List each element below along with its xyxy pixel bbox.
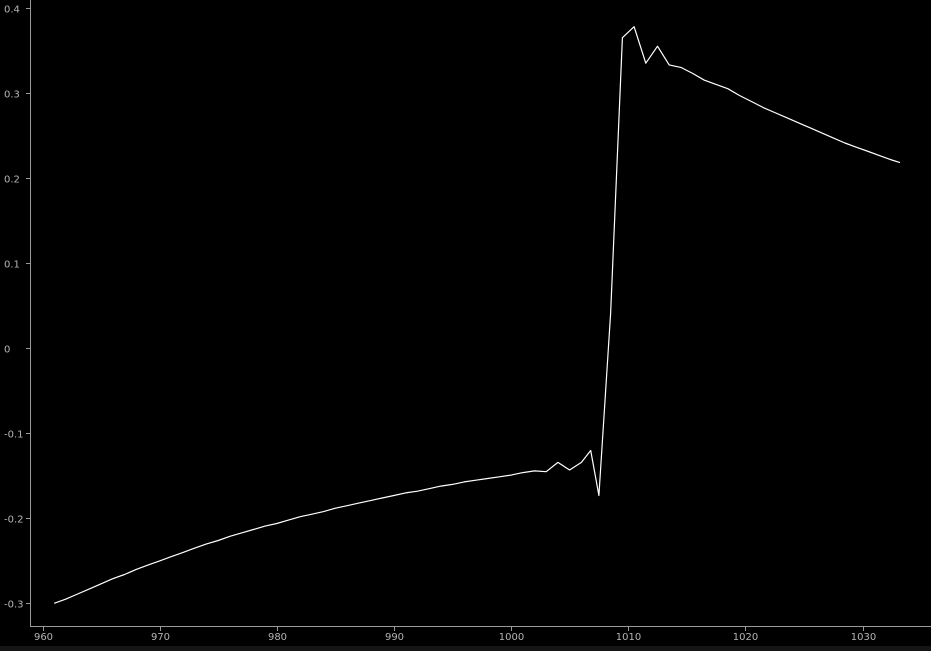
y-tick-label: -0.3 [4, 600, 24, 611]
x-tick-label: 970 [151, 632, 170, 643]
series-layer [53, 26, 901, 604]
y-tick-label: 0.1 [4, 260, 20, 271]
x-tick-label: 1030 [851, 632, 876, 643]
y-axis: -0.3 -0.2 -0.1 0 0.1 0.2 0.3 0.4 [4, 0, 31, 627]
x-tick-label: 990 [385, 632, 404, 643]
series-line-0 [53, 26, 901, 604]
bottom-strip [0, 646, 931, 651]
y-tick-label: 0.2 [4, 175, 20, 186]
x-tick-label: 1020 [733, 632, 758, 643]
y-tick-label: 0 [4, 345, 10, 356]
x-tick-label: 980 [268, 632, 287, 643]
y-tick-label: 0.3 [4, 90, 20, 101]
y-tick-label: 0.4 [4, 5, 20, 16]
x-axis: 960 970 980 990 1000 1010 1020 1030 [30, 626, 931, 643]
x-tick-label: 960 [34, 632, 53, 643]
y-tick-label: -0.1 [4, 430, 24, 441]
x-tick-label: 1000 [499, 632, 524, 643]
x-tick-label: 1010 [616, 632, 641, 643]
y-tick-label: -0.2 [4, 515, 24, 526]
